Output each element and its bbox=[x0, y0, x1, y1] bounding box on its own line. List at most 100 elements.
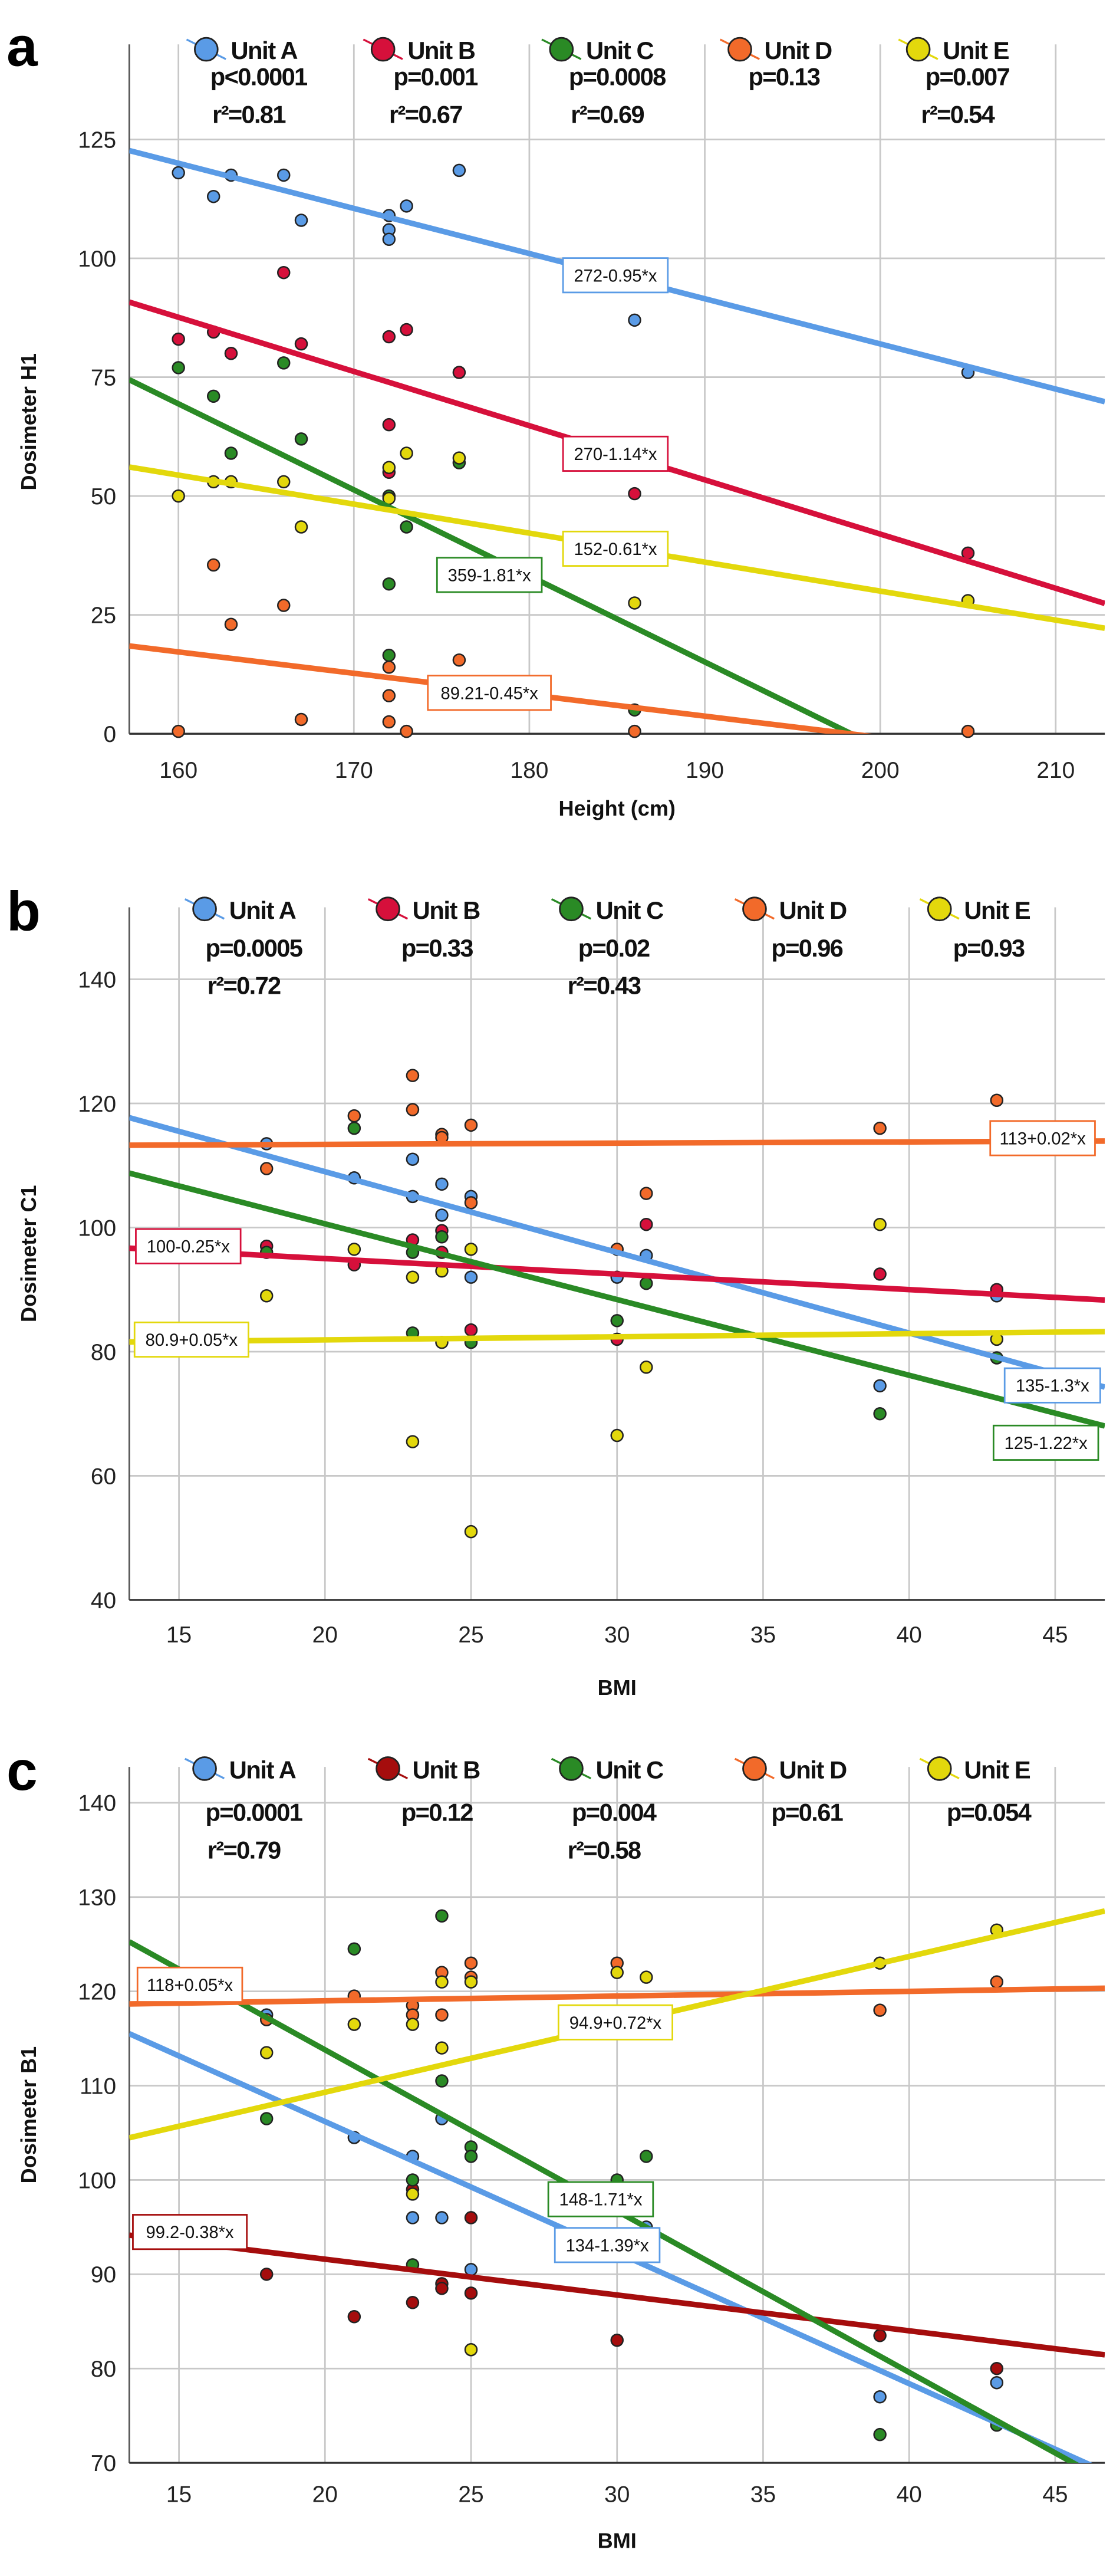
p-value: p=0.61 bbox=[771, 1799, 842, 1826]
data-point bbox=[382, 232, 396, 247]
r-squared: r²=0.79 bbox=[208, 1836, 281, 1864]
data-point bbox=[400, 520, 413, 534]
series-points-3 bbox=[172, 558, 975, 738]
legend-item: Unit B bbox=[367, 896, 481, 924]
legend-item: Unit D bbox=[734, 1756, 848, 1784]
y-tick-label: 90 bbox=[91, 2262, 116, 2288]
data-point bbox=[640, 1361, 653, 1374]
fit-equation-label: 152-0.61*x bbox=[562, 530, 669, 567]
data-point bbox=[406, 1152, 420, 1166]
series-points-1 bbox=[172, 265, 975, 560]
legend-marker-icon bbox=[742, 1756, 767, 1781]
fit-line bbox=[129, 1329, 1105, 1345]
legend-item: Unit E bbox=[919, 896, 1031, 924]
data-point bbox=[382, 577, 396, 591]
r-squared: r²=0.72 bbox=[208, 972, 281, 1000]
fit-label-box bbox=[547, 2181, 654, 2217]
fit-label-text: 134-1.39*x bbox=[566, 2236, 649, 2255]
x-tick-label: 160 bbox=[159, 758, 197, 783]
legend-item: Unit E bbox=[898, 37, 1010, 64]
legend-marker-icon bbox=[376, 896, 400, 922]
data-point bbox=[406, 1069, 420, 1082]
p-value: p=0.12 bbox=[401, 1799, 473, 1826]
data-point bbox=[172, 489, 185, 503]
legend-item: Unit A bbox=[186, 37, 298, 64]
data-point bbox=[873, 2329, 887, 2342]
data-point bbox=[294, 337, 308, 351]
fit-label-box bbox=[132, 2214, 248, 2250]
fit-equation-label: 99.2-0.38*x bbox=[132, 2214, 248, 2250]
legend-label: Unit C bbox=[596, 1756, 664, 1784]
fit-label-box bbox=[136, 1966, 243, 2003]
x-tick-label: 40 bbox=[897, 2482, 922, 2508]
fit-label-box bbox=[557, 2004, 673, 2041]
data-point bbox=[990, 2361, 1004, 2375]
fit-label-text: 270-1.14*x bbox=[574, 445, 657, 464]
legend-item: Unit D bbox=[719, 37, 833, 64]
fit-label-text: 89.21-0.45*x bbox=[441, 684, 539, 703]
series-points-3 bbox=[259, 1956, 1004, 2026]
x-tick-label: 200 bbox=[861, 758, 900, 783]
fit-line bbox=[129, 643, 872, 734]
series-points-0 bbox=[259, 1137, 1004, 1393]
y-tick-label: 70 bbox=[91, 2451, 116, 2476]
legend-marker-icon bbox=[559, 896, 584, 922]
legend-label: Unit E bbox=[943, 37, 1009, 64]
data-point bbox=[873, 1407, 887, 1421]
y-axis-title: Dosimeter C1 bbox=[17, 1185, 41, 1322]
fit-line bbox=[129, 1138, 1105, 1148]
data-point bbox=[294, 520, 308, 534]
fit-equation-label: 125-1.22*x bbox=[992, 1424, 1099, 1461]
data-point bbox=[259, 2268, 274, 2281]
data-point bbox=[873, 1121, 887, 1135]
x-axis-title: Height (cm) bbox=[559, 796, 676, 820]
y-tick-label: 110 bbox=[80, 2074, 116, 2099]
data-point bbox=[464, 2286, 478, 2300]
data-point bbox=[172, 361, 185, 374]
data-point bbox=[435, 2211, 449, 2225]
data-point bbox=[873, 1217, 887, 1231]
r-squared: r²=0.69 bbox=[571, 101, 644, 129]
fit-label-box bbox=[554, 2227, 661, 2263]
fit-equation-label: 148-1.71*x bbox=[547, 2181, 654, 2217]
panel-letter: a bbox=[6, 16, 38, 78]
fit-label-text: 152-0.61*x bbox=[574, 540, 657, 559]
fit-line bbox=[129, 1985, 1105, 2007]
x-tick-label: 45 bbox=[1042, 1622, 1068, 1648]
legend-marker-icon bbox=[927, 896, 952, 922]
legend-label: Unit C bbox=[596, 896, 664, 924]
x-tick-label: 170 bbox=[335, 758, 373, 783]
data-point bbox=[990, 1093, 1004, 1108]
data-point bbox=[628, 724, 641, 738]
x-tick-label: 15 bbox=[166, 1622, 192, 1648]
legend-label: Unit A bbox=[229, 896, 296, 924]
data-point bbox=[640, 1187, 653, 1200]
data-point bbox=[435, 2074, 449, 2088]
fit-equation-label: 89.21-0.45*x bbox=[427, 675, 552, 711]
fit-line bbox=[129, 1170, 1105, 1429]
data-point bbox=[464, 1243, 478, 1256]
data-point bbox=[382, 330, 396, 344]
legend-label: Unit D bbox=[765, 37, 832, 64]
x-tick-label: 30 bbox=[604, 2482, 630, 2508]
data-point bbox=[382, 648, 396, 662]
data-point bbox=[259, 2046, 274, 2059]
p-value: p=0.13 bbox=[749, 63, 820, 91]
data-point bbox=[610, 1428, 624, 1443]
fit-label-text: 272-0.95*x bbox=[574, 267, 657, 285]
data-point bbox=[628, 596, 641, 610]
panel-c: 15 20 25 30 35 40 45 70 80 90 100 110 120 130 140 BMI Do… bbox=[6, 1740, 1105, 2552]
data-point bbox=[382, 461, 396, 474]
r-squared: r²=0.54 bbox=[921, 101, 995, 129]
data-point bbox=[640, 2150, 653, 2163]
data-point bbox=[382, 689, 396, 702]
data-point bbox=[400, 323, 413, 337]
x-tick-label: 25 bbox=[458, 1622, 483, 1648]
data-point bbox=[206, 189, 220, 203]
data-point bbox=[873, 1379, 887, 1393]
data-point bbox=[347, 1942, 361, 1956]
fit-equation-label: 100-0.25*x bbox=[135, 1228, 242, 1264]
fit-label-box bbox=[562, 435, 669, 472]
data-point bbox=[464, 2211, 478, 2225]
r-squared: r²=0.43 bbox=[568, 972, 641, 1000]
